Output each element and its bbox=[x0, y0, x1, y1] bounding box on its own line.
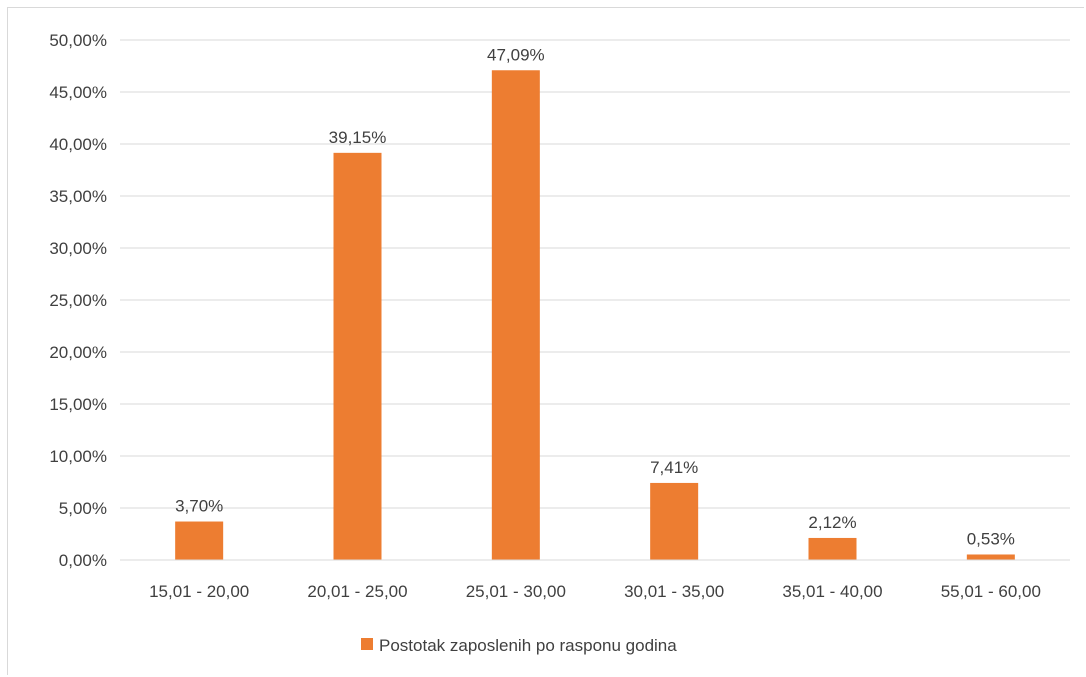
y-tick-label: 35,00% bbox=[49, 187, 107, 206]
bar bbox=[175, 521, 224, 560]
legend-label: Postotak zaposlenih po rasponu godina bbox=[379, 636, 677, 655]
y-tick-label: 15,00% bbox=[49, 395, 107, 414]
y-axis-tick-labels: 0,00% 5,00% 10,00% 15,00% 20,00% 25,00% 30,00%… bbox=[49, 31, 107, 570]
x-tick-label: 30,01 - 35,00 bbox=[624, 582, 724, 601]
bar bbox=[808, 537, 857, 560]
bar bbox=[650, 482, 699, 560]
gridlines bbox=[120, 39, 1070, 509]
data-label: 7,41% bbox=[650, 458, 698, 477]
legend-swatch bbox=[361, 638, 373, 650]
data-label: 3,70% bbox=[175, 497, 223, 516]
y-tick-label: 30,00% bbox=[49, 239, 107, 258]
y-tick-label: 0,00% bbox=[59, 551, 107, 570]
data-label: 0,53% bbox=[967, 529, 1015, 548]
y-tick-label: 40,00% bbox=[49, 135, 107, 154]
y-tick-label: 25,00% bbox=[49, 291, 107, 310]
y-tick-label: 5,00% bbox=[59, 499, 107, 518]
x-axis-tick-labels: 15,01 - 20,00 20,01 - 25,00 25,01 - 30,00 3… bbox=[149, 582, 1041, 601]
data-labels: 3,70% 39,15% 47,09% 7,41% 2,12% 0,53% bbox=[175, 45, 1015, 548]
legend: Postotak zaposlenih po rasponu godina bbox=[361, 636, 677, 655]
data-label: 39,15% bbox=[329, 128, 387, 147]
x-tick-label: 20,01 - 25,00 bbox=[307, 582, 407, 601]
y-tick-label: 45,00% bbox=[49, 83, 107, 102]
x-tick-label: 15,01 - 20,00 bbox=[149, 582, 249, 601]
y-tick-label: 50,00% bbox=[49, 31, 107, 50]
y-tick-label: 20,00% bbox=[49, 343, 107, 362]
data-label: 47,09% bbox=[487, 45, 545, 64]
bars bbox=[175, 70, 1015, 560]
chart-area bbox=[7, 7, 1084, 675]
bar bbox=[966, 554, 1015, 560]
x-tick-label: 55,01 - 60,00 bbox=[941, 582, 1041, 601]
y-tick-label: 10,00% bbox=[49, 447, 107, 466]
bar bbox=[333, 152, 382, 560]
data-label: 2,12% bbox=[808, 513, 856, 532]
x-tick-label: 35,01 - 40,00 bbox=[782, 582, 882, 601]
bar bbox=[491, 70, 540, 560]
x-tick-label: 25,01 - 30,00 bbox=[466, 582, 566, 601]
